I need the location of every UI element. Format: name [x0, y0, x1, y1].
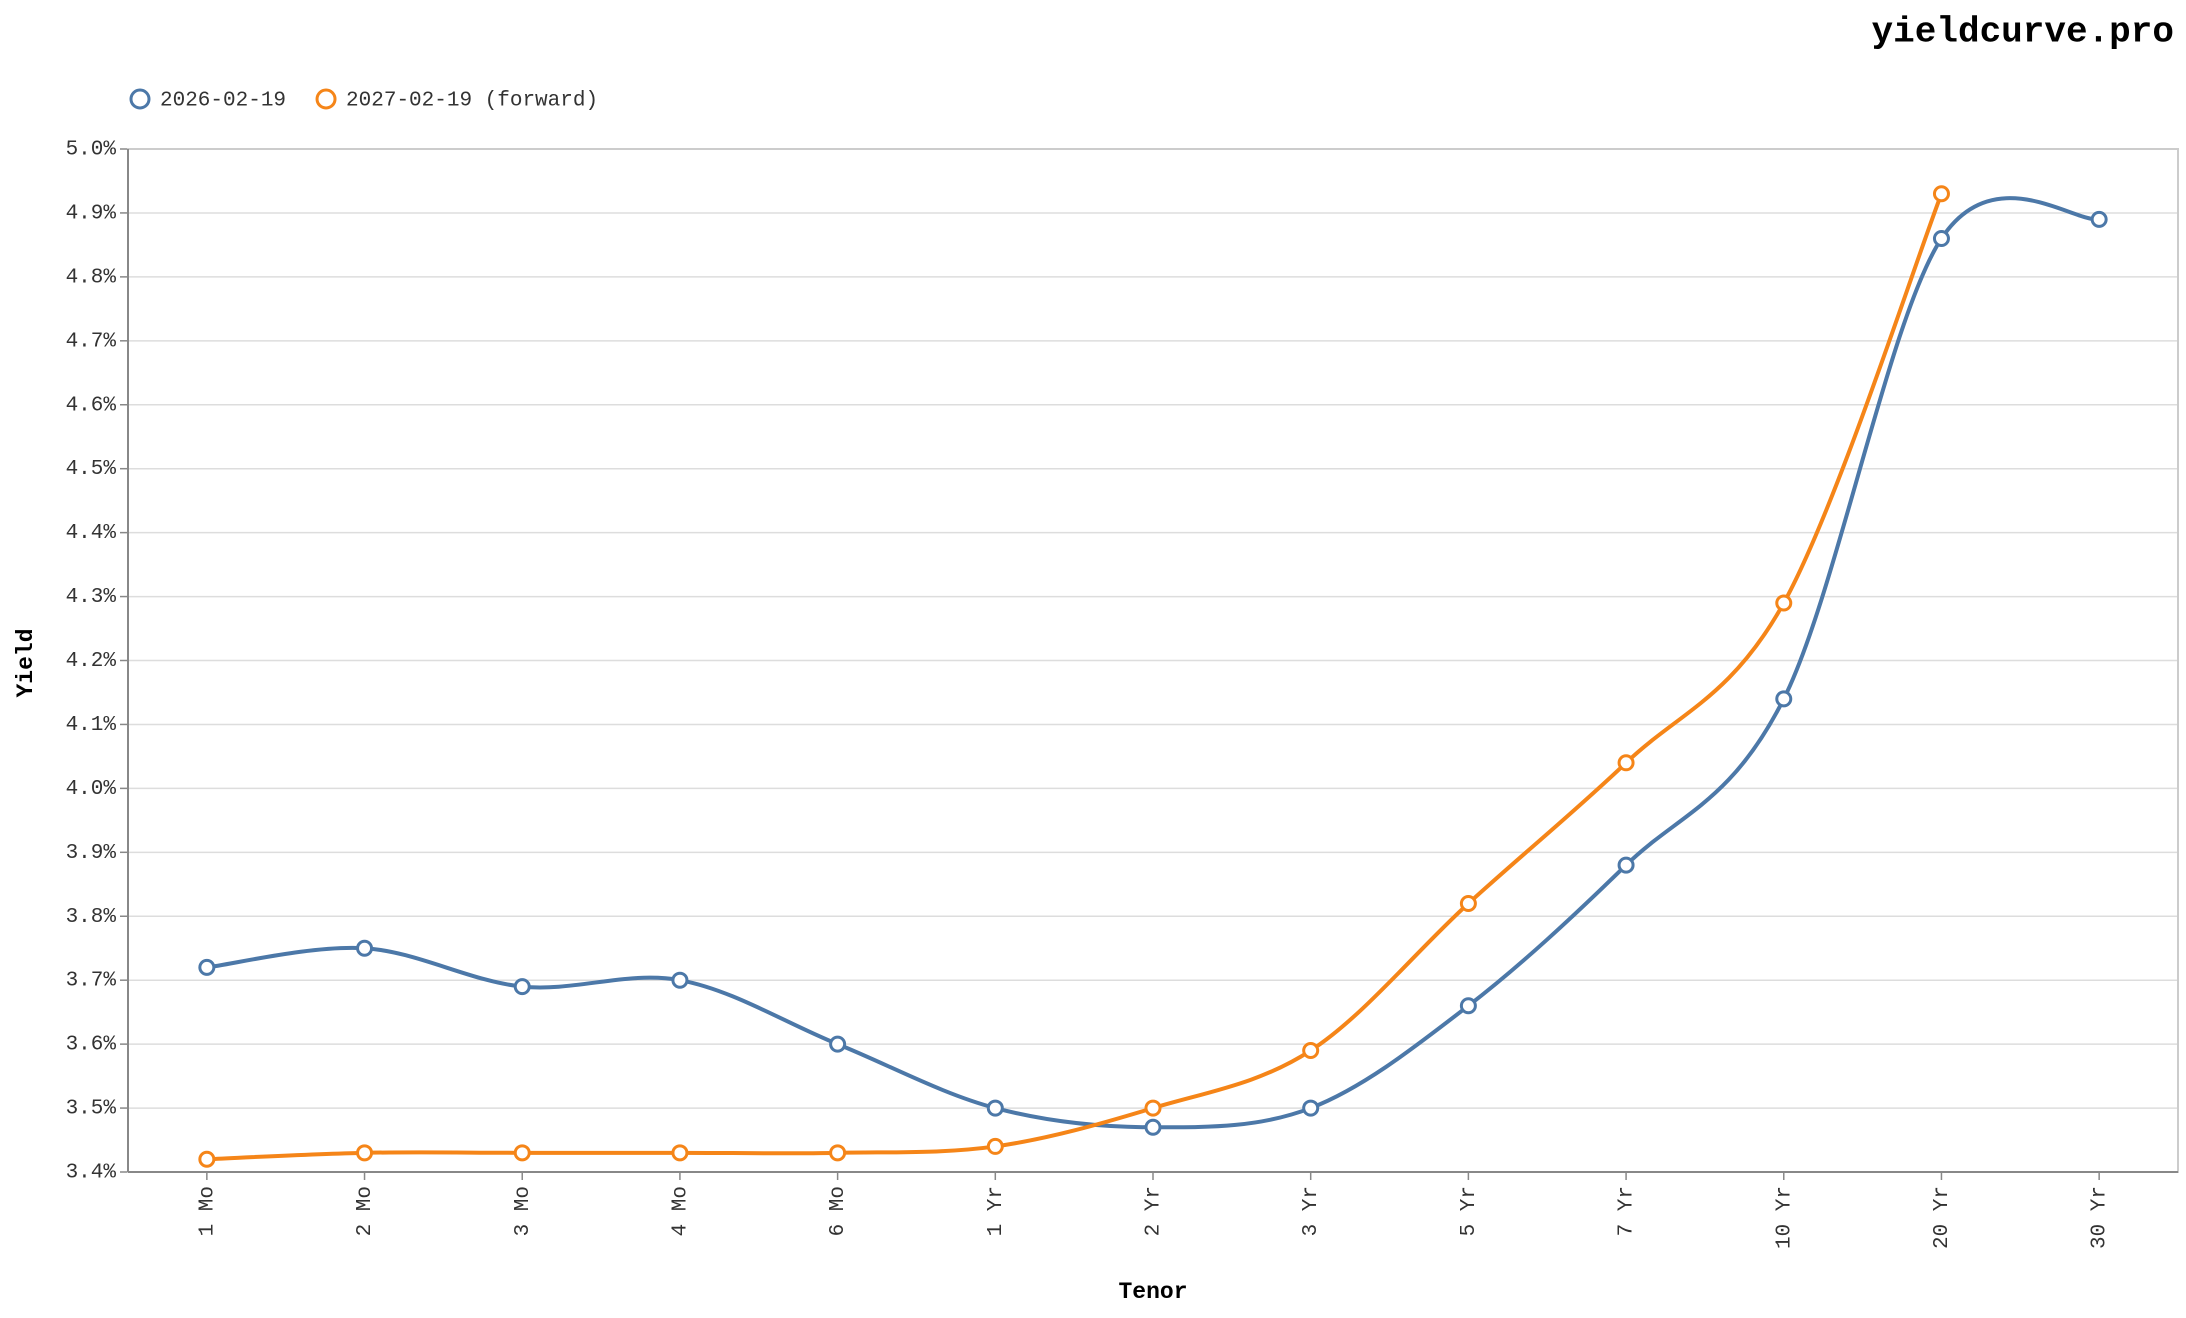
data-point	[198, 958, 216, 976]
data-point	[356, 939, 374, 957]
series-line	[206, 193, 1944, 1162]
y-tick-label: 3.5%	[66, 1098, 117, 1121]
data-point	[671, 971, 689, 989]
y-tick-label: 4.8%	[66, 266, 117, 289]
chart-title: yieldcurve.pro	[1872, 12, 2174, 53]
x-tick-label: 2 Yr	[1143, 1186, 1166, 1236]
data-point	[1144, 1118, 1162, 1136]
x-tick-label: 6 Mo	[827, 1186, 850, 1236]
data-point	[1459, 997, 1477, 1015]
x-tick-label: 20 Yr	[1931, 1186, 1954, 1249]
y-tick-label: 5.0%	[66, 139, 117, 162]
x-tick-label: 3 Mo	[512, 1186, 535, 1236]
x-tick-label: 1 Mo	[196, 1186, 219, 1236]
x-tick-label: 5 Yr	[1458, 1186, 1481, 1236]
data-point	[356, 1144, 374, 1162]
x-tick-label: 4 Mo	[669, 1186, 692, 1236]
data-point	[1775, 594, 1793, 612]
y-tick-label: 4.7%	[66, 330, 117, 353]
data-point	[986, 1137, 1004, 1155]
data-point	[198, 1150, 216, 1168]
y-tick-label: 3.8%	[66, 906, 117, 929]
y-tick-label: 4.0%	[66, 778, 117, 801]
y-tick-label: 4.3%	[66, 586, 117, 609]
legend-label: 2027-02-19 (forward)	[346, 90, 598, 113]
data-point	[1617, 856, 1635, 874]
y-tick-label: 3.6%	[66, 1034, 117, 1057]
data-point	[829, 1035, 847, 1053]
legend-label: 2026-02-19	[160, 90, 286, 113]
x-tick-label: 1 Yr	[985, 1186, 1008, 1236]
y-tick-label: 3.7%	[66, 970, 117, 993]
data-point	[513, 1144, 531, 1162]
y-tick-label: 4.2%	[66, 650, 117, 673]
x-tick-label: 30 Yr	[2089, 1186, 2112, 1249]
data-point	[829, 1144, 847, 1162]
series-line	[206, 196, 2100, 1130]
x-tick-label: 3 Yr	[1300, 1186, 1323, 1236]
y-tick-label: 4.9%	[66, 202, 117, 225]
data-point	[1144, 1099, 1162, 1117]
legend-symbol	[129, 88, 151, 110]
data-point	[1775, 690, 1793, 708]
data-point	[1932, 185, 1950, 203]
x-axis-title: Tenor	[1118, 1279, 1187, 1305]
y-tick-label: 4.6%	[66, 394, 117, 417]
y-tick-label: 4.4%	[66, 522, 117, 545]
data-point	[1302, 1042, 1320, 1060]
data-point	[671, 1144, 689, 1162]
data-point	[986, 1099, 1004, 1117]
x-tick-label: 10 Yr	[1773, 1186, 1796, 1249]
data-point	[1302, 1099, 1320, 1117]
y-tick-label: 4.1%	[66, 714, 117, 737]
y-tick-label: 3.4%	[66, 1162, 117, 1185]
legend-symbol	[315, 88, 337, 110]
data-point	[1932, 230, 1950, 248]
data-point	[1459, 894, 1477, 912]
data-point	[513, 978, 531, 996]
data-point	[1617, 754, 1635, 772]
y-axis-title: Yield	[13, 628, 39, 697]
x-tick-label: 7 Yr	[1616, 1186, 1639, 1236]
data-point	[2090, 210, 2108, 228]
y-tick-label: 3.9%	[66, 842, 117, 865]
y-tick-label: 4.5%	[66, 458, 117, 481]
x-tick-label: 2 Mo	[354, 1186, 377, 1236]
